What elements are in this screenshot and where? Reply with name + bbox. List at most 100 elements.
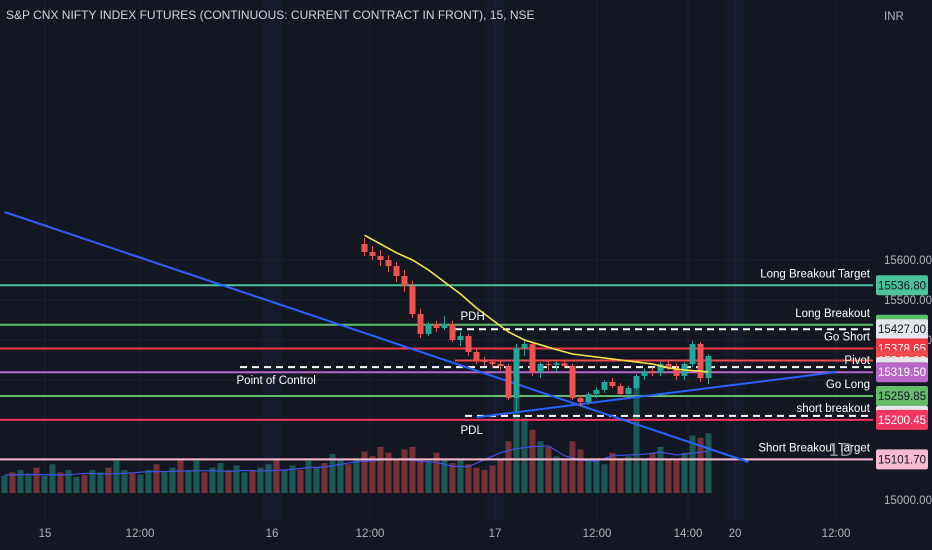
volume-bar — [681, 452, 688, 493]
volume-bar — [41, 475, 48, 493]
volume-bar — [601, 464, 608, 493]
price-tick-label: 15500.00 — [884, 295, 932, 307]
volume-bar — [641, 458, 648, 493]
price-label-value: 15259.85 — [878, 391, 926, 403]
candle-body — [689, 344, 696, 364]
volume-bar — [705, 433, 712, 493]
candle-body — [521, 344, 528, 348]
level-label: Pivot — [844, 355, 870, 367]
session-separator — [262, 0, 282, 520]
price-label-box — [876, 275, 928, 296]
volume-bar — [377, 447, 384, 493]
price-label-box — [876, 362, 928, 383]
volume-bar — [81, 474, 88, 493]
volume-bar — [161, 472, 168, 493]
volume-bar — [289, 465, 296, 493]
volume-bar — [201, 472, 208, 493]
time-tick-label: 16 — [266, 528, 279, 540]
volume-bar — [313, 467, 320, 493]
price-label-box — [876, 409, 928, 430]
candle-body — [433, 324, 440, 328]
candle-body — [617, 386, 624, 394]
volume-bar — [105, 467, 112, 493]
grid-lines — [0, 0, 873, 520]
volume-bar — [249, 470, 256, 493]
level-label: Go Long — [826, 379, 870, 391]
time-tick-label: 12:00 — [822, 528, 851, 540]
volume-bar — [145, 470, 152, 493]
volume-bar — [497, 458, 504, 493]
volume-bar — [273, 458, 280, 493]
volume-bar — [585, 458, 592, 493]
price-tick-label: 15600.00 — [884, 255, 932, 267]
volume-bar — [185, 470, 192, 493]
volume-bar — [489, 465, 496, 493]
volume-bar — [281, 470, 288, 493]
volume-bar — [89, 470, 96, 493]
candle-body — [393, 266, 400, 276]
candle-body — [569, 366, 576, 398]
volume-bar — [409, 447, 416, 493]
volume-bar — [385, 452, 392, 493]
price-label-value: 15200.45 — [878, 415, 926, 427]
candle-body — [409, 286, 416, 314]
candle-body — [441, 324, 448, 328]
volume-bar — [529, 429, 536, 493]
candle-body — [465, 336, 472, 352]
trendline — [476, 371, 837, 419]
candle-body — [369, 252, 376, 256]
volume-bar — [345, 464, 352, 493]
candle-body — [449, 324, 456, 340]
candle-body — [497, 364, 504, 366]
time-axis-background — [0, 520, 873, 550]
volume-bar — [217, 463, 224, 493]
volume-bar — [137, 474, 144, 493]
volume-bar — [353, 458, 360, 493]
volume-bar — [369, 456, 376, 493]
candle-body — [625, 388, 632, 394]
volume-bar — [689, 435, 696, 493]
volume-bar — [633, 383, 640, 493]
candle-body — [665, 364, 672, 368]
candle-body — [489, 362, 496, 364]
chart-title: S&P CNX NIFTY INDEX FUTURES (CONTINUOUS:… — [6, 8, 535, 22]
candle-body — [505, 366, 512, 398]
volume-bars — [1, 383, 712, 493]
candle-body — [641, 371, 648, 376]
volume-bar — [417, 458, 424, 493]
volume-bar — [521, 418, 528, 493]
time-tick-label: 14:00 — [674, 528, 703, 540]
level-label: Go Short — [824, 332, 871, 344]
volume-bar — [49, 464, 56, 493]
volume-bar — [129, 472, 136, 493]
candle-body — [385, 260, 392, 266]
candle-body — [673, 368, 680, 376]
volume-bar — [305, 460, 312, 493]
volume-bar — [441, 458, 448, 493]
volume-average-line — [4, 445, 709, 476]
annotations: PDH PDL Point of Control — [237, 311, 485, 437]
volume-bar — [425, 460, 432, 493]
volume-bar — [169, 467, 176, 493]
volume-bar — [697, 437, 704, 493]
candle-body — [601, 382, 608, 390]
volume-bar — [465, 464, 472, 493]
annotation-label: Point of Control — [237, 375, 316, 387]
annotation-label: PDL — [461, 425, 484, 437]
volume-bar — [73, 476, 80, 493]
volume-bar — [513, 395, 520, 493]
candle-body — [633, 376, 640, 388]
candle-body — [377, 256, 384, 260]
volume-bar — [321, 463, 328, 493]
time-axis[interactable]: 15 12:00 16 12:00 17 12:00 14:00 20 12:00 — [0, 520, 873, 550]
time-tick-label: 15 — [39, 528, 52, 540]
volume-bar — [257, 467, 264, 493]
price-axis[interactable]: INR15600.0015500.0015400.0015000.0015536… — [873, 0, 932, 550]
price-label-value: 15427.00 — [878, 324, 926, 336]
volume-bar — [241, 472, 248, 493]
volume-bar — [17, 470, 24, 493]
level-label: short breakout — [796, 403, 870, 415]
volume-bar — [577, 449, 584, 493]
volume-bar — [57, 472, 64, 493]
